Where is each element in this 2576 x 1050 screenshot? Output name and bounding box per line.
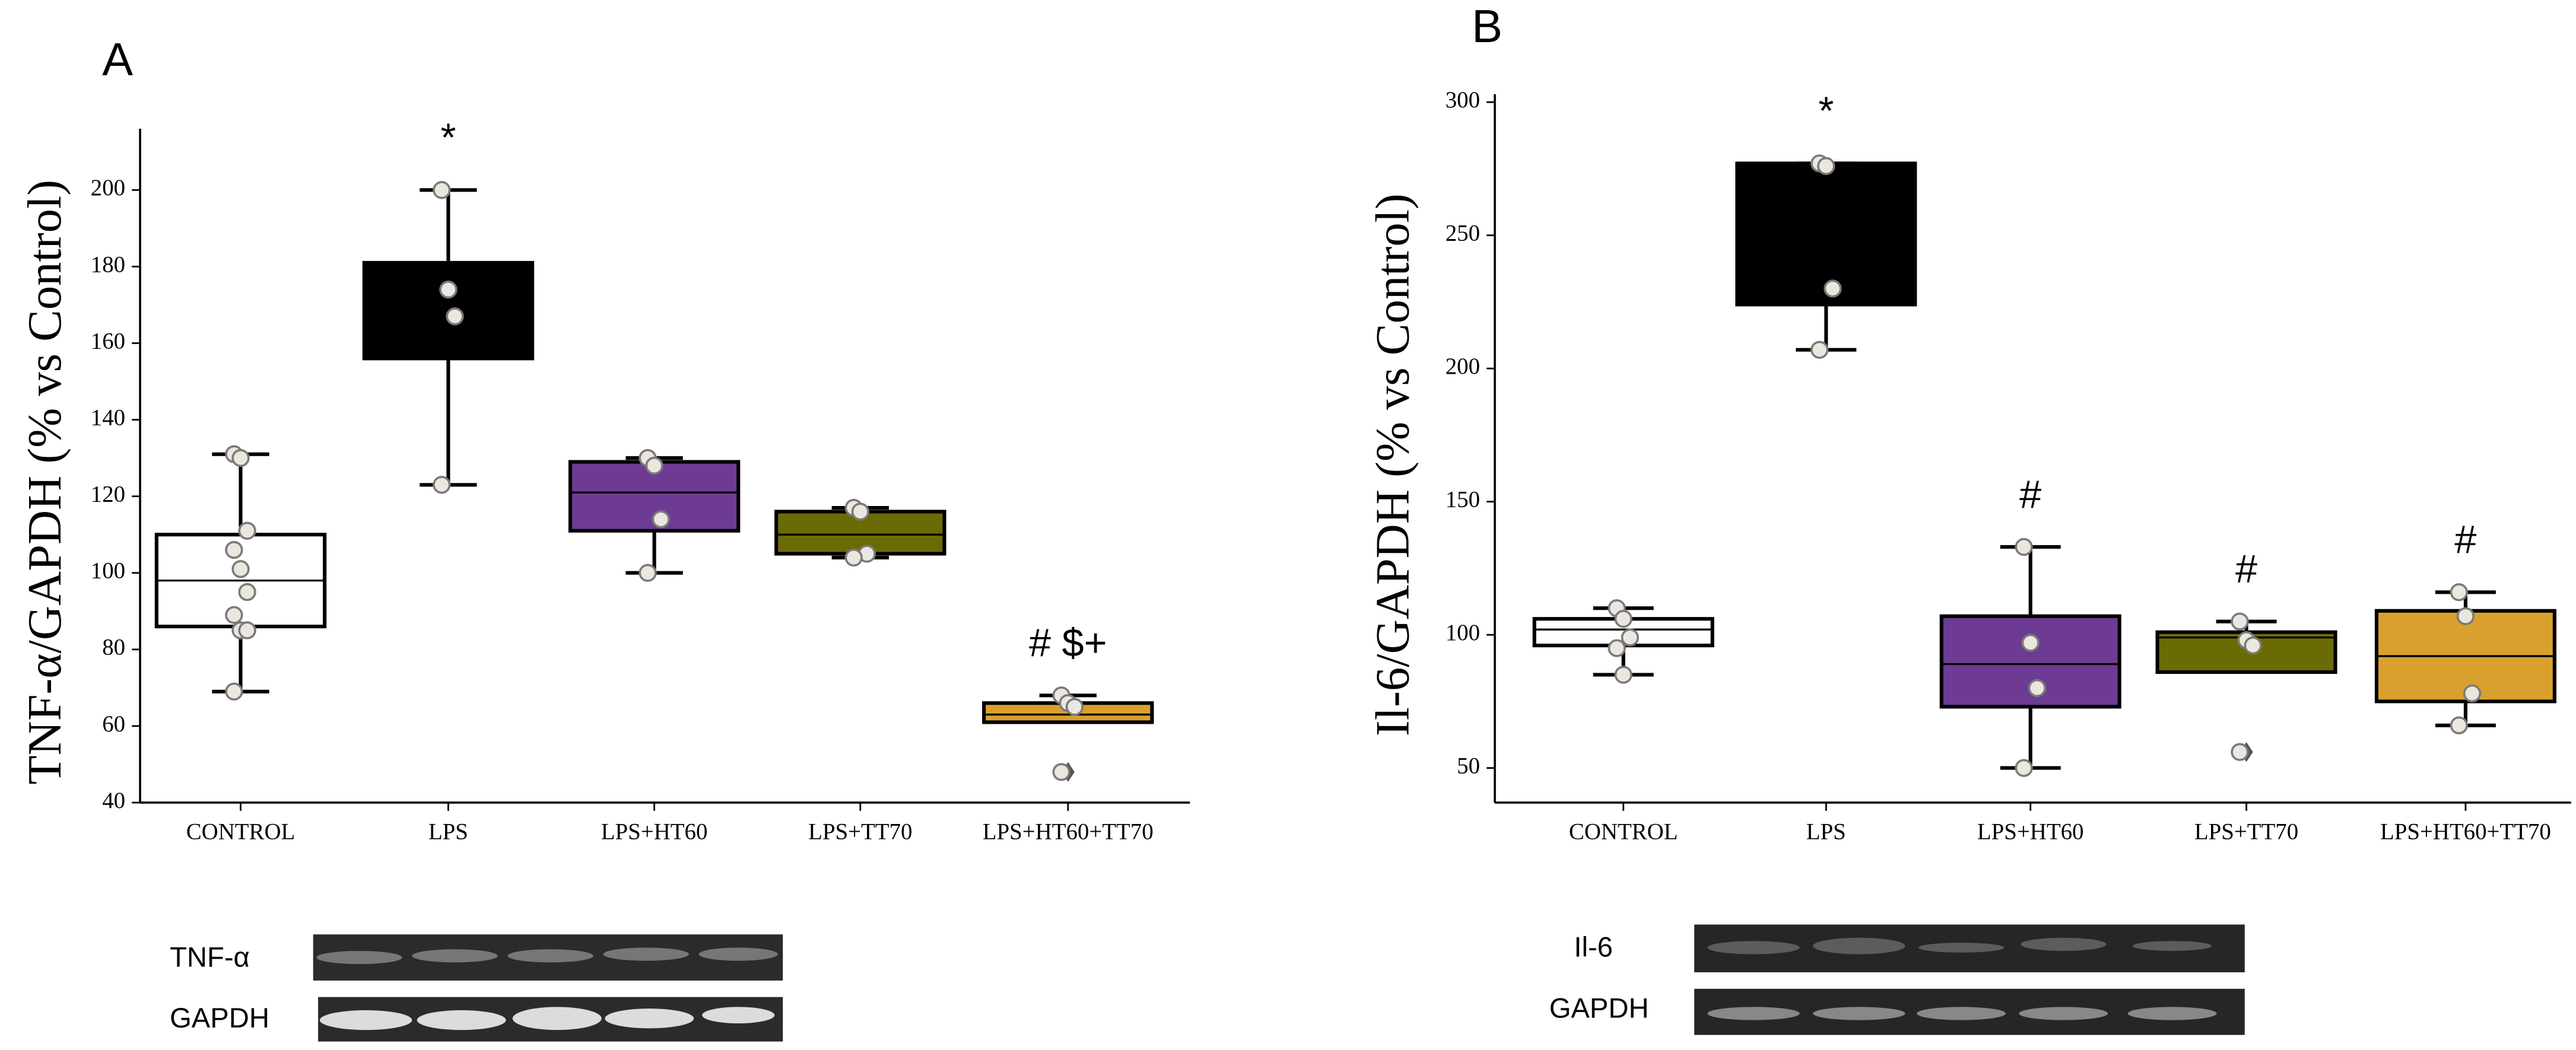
- data-point: [1614, 666, 1632, 684]
- data-point: [225, 606, 243, 624]
- data-point: [238, 583, 256, 602]
- data-point: [2015, 537, 2033, 556]
- y-tick-label: 120: [91, 482, 125, 507]
- data-point: [2244, 636, 2262, 655]
- data-point: [2450, 583, 2468, 602]
- data-point: [231, 560, 250, 578]
- panel-label: B: [1472, 1, 1503, 52]
- data-point: [1614, 610, 1632, 628]
- y-tick-label: 150: [1446, 487, 1480, 513]
- significance-annotation: #: [2235, 548, 2257, 591]
- data-point: [2231, 612, 2249, 631]
- data-point: [1810, 341, 1829, 359]
- data-point: [439, 280, 458, 299]
- y-tick-label: 160: [91, 328, 125, 354]
- data-point: [652, 510, 670, 529]
- y-tick-label: 140: [91, 405, 125, 430]
- x-tick-label: CONTROL: [186, 819, 296, 845]
- y-axis-label: Il-6/GAPDH (% vs Control): [1367, 193, 1419, 736]
- y-axis-label: TNF-α/GAPDH (% vs Control): [18, 180, 71, 785]
- x-tick-label: LPS+TT70: [808, 819, 912, 845]
- panel-label: A: [102, 34, 133, 85]
- x-tick-label: LPS: [1806, 819, 1846, 845]
- blot-bands: [1707, 937, 2212, 954]
- blot-label: TNF-α: [170, 941, 250, 973]
- data-point: [446, 307, 464, 326]
- y-tick-label: 200: [91, 175, 125, 201]
- significance-annotation: #: [2019, 473, 2041, 517]
- x-tick-label: LPS+HT60: [1977, 819, 2084, 845]
- data-point: [2028, 679, 2046, 698]
- data-point: [2231, 743, 2249, 761]
- data-point: [2021, 634, 2040, 652]
- y-tick-label: 100: [91, 558, 125, 584]
- y-tick-label: 300: [1446, 87, 1480, 113]
- data-point: [1065, 698, 1084, 716]
- data-point: [2463, 684, 2482, 703]
- y-tick-label: 40: [102, 788, 125, 813]
- blot-b: Il-6 GAPDH: [1549, 924, 2245, 1035]
- y-tick-label: 200: [1446, 354, 1480, 379]
- blot-bands: [319, 1007, 775, 1030]
- data-point: [844, 548, 863, 567]
- blot-label: Il-6: [1574, 932, 1613, 963]
- data-point: [2456, 607, 2475, 625]
- data-point: [433, 181, 451, 199]
- data-point: [1608, 639, 1626, 657]
- data-point: [1817, 157, 1835, 176]
- data-point: [231, 448, 250, 467]
- x-tick-label: LPS: [428, 819, 468, 845]
- x-tick-label: LPS+HT60+TT70: [983, 819, 1154, 845]
- data-point: [1052, 763, 1071, 781]
- data-point: [225, 540, 243, 559]
- significance-annotation: *: [440, 116, 456, 160]
- significance-annotation: #: [2454, 518, 2476, 562]
- y-tick-label: 180: [91, 252, 125, 277]
- data-point: [2450, 716, 2468, 734]
- box-chart: B Il-6/GAPDH (% vs Control) 50 100 150 200 250…: [1367, 1, 2571, 845]
- blot-label: GAPDH: [170, 1003, 269, 1034]
- data-point: [639, 564, 657, 582]
- data-point: [851, 502, 869, 521]
- blot-a: TNF-α GAPDH: [170, 934, 783, 1042]
- x-tick-label: LPS+HT60: [601, 819, 708, 845]
- y-tick-label: 50: [1457, 753, 1480, 779]
- data-point: [1824, 279, 1842, 298]
- box-chart: A TNF-α/GAPDH (% vs Control) 40 60 80 100 120 1…: [18, 34, 1190, 845]
- data-point: [238, 521, 256, 540]
- data-point: [238, 621, 256, 639]
- significance-annotation: *: [1818, 90, 1834, 133]
- x-tick-label: LPS+HT60+TT70: [2380, 819, 2551, 845]
- blot-bands: [316, 947, 778, 965]
- data-point: [225, 682, 243, 701]
- blot-label: GAPDH: [1549, 992, 1649, 1024]
- blot-bands: [1707, 1007, 2217, 1020]
- x-tick-label: LPS+TT70: [2194, 819, 2298, 845]
- significance-annotation: # $+: [1029, 622, 1107, 666]
- data-point: [2015, 759, 2033, 777]
- y-tick-label: 60: [102, 711, 125, 737]
- x-tick-label: CONTROL: [1569, 819, 1678, 845]
- box: [1735, 161, 1917, 307]
- data-point: [433, 476, 451, 494]
- data-point: [645, 456, 663, 475]
- y-tick-label: 100: [1446, 620, 1480, 645]
- y-tick-label: 250: [1446, 221, 1480, 246]
- data-point: [1621, 628, 1639, 647]
- y-tick-label: 80: [102, 635, 125, 660]
